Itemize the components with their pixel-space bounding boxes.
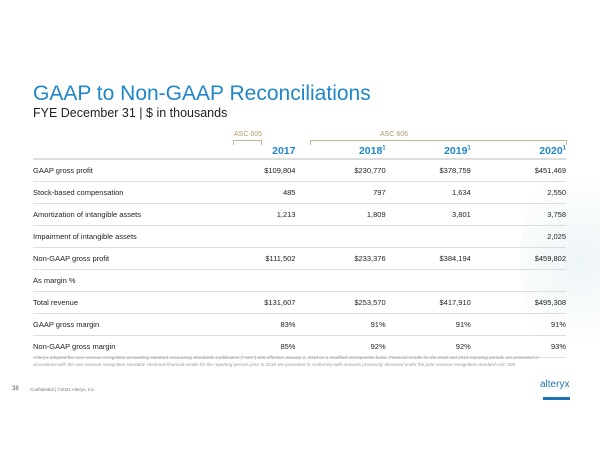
row-label: Non-GAAP gross profit (33, 247, 259, 270)
cell-value: $384,194 (385, 247, 471, 270)
row-label: Total revenue (33, 291, 259, 314)
row-label: As margin % (33, 269, 259, 292)
cell-value (385, 225, 471, 248)
confidential-notice: Confidential | ©2021 Alteryx, Inc. (30, 387, 96, 392)
row-label: Impairment of intangible assets (33, 225, 259, 248)
table-row: Stock-based compensation 485 797 1,634 2,550 (33, 181, 566, 204)
table-row: Amortization of intangible assets 1,213 1,… (33, 203, 566, 226)
cell-value: 797 (295, 181, 386, 204)
table-row: GAAP gross margin 83% 91% 91% 91% (33, 313, 566, 336)
table-row: As margin % (33, 269, 566, 292)
col-2019: 20191 (385, 143, 471, 160)
cell-value: $495,308 (470, 291, 566, 314)
table-row: Non-GAAP gross margin 85% 92% 92% 93% (33, 335, 566, 358)
cell-value (295, 269, 386, 292)
cell-value: $451,469 (470, 159, 566, 182)
row-label: GAAP gross profit (33, 159, 259, 182)
row-label: Amortization of intangible assets (33, 203, 259, 226)
cell-value: $109,804 (258, 159, 296, 182)
asc-606-label: ASC 606 (380, 131, 409, 138)
asc-605-label: ASC 605 (234, 131, 263, 138)
cell-value: 83% (258, 313, 296, 336)
cell-value: 91% (295, 313, 386, 336)
cell-value (295, 225, 386, 248)
row-label: GAAP gross margin (33, 313, 259, 336)
logo-bar (543, 397, 570, 400)
cell-value: $233,376 (295, 247, 386, 270)
asc-606-bracket (310, 140, 567, 145)
table-row: Non-GAAP gross profit $111,502 $233,376 $38… (33, 247, 566, 270)
alteryx-logo: alteryx (540, 379, 570, 390)
cell-value: 1,213 (258, 203, 296, 226)
cell-value: 91% (470, 313, 566, 336)
cell-value: 92% (295, 335, 386, 358)
row-label: Stock-based compensation (33, 181, 259, 204)
row-label: Non-GAAP gross margin (33, 335, 259, 358)
cell-value: $131,607 (258, 291, 296, 314)
footnote: ¹Alteryx adopted the new revenue recogni… (33, 355, 539, 367)
cell-value: $230,770 (295, 159, 386, 182)
cell-value: 3,801 (385, 203, 471, 226)
table-row: GAAP gross profit $109,804 $230,770 $378,75… (33, 159, 566, 182)
reconciliation-table: 2017 20181 20191 20201 GAAP gross profit… (33, 143, 566, 358)
cell-value: $417,910 (385, 291, 471, 314)
table-row: Total revenue $131,607 $253,570 $417,910 $49… (33, 291, 566, 314)
page-number: 38 (12, 386, 19, 392)
cell-value: 85% (258, 335, 296, 358)
col-2018: 20181 (295, 143, 386, 160)
cell-value: $111,502 (258, 247, 296, 270)
col-2020: 20201 (470, 143, 566, 160)
cell-value (258, 225, 296, 248)
cell-value: $253,570 (295, 291, 386, 314)
cell-value (385, 269, 471, 292)
page-title: GAAP to Non-GAAP Reconciliations (33, 82, 371, 105)
cell-value: 1,634 (385, 181, 471, 204)
cell-value: 91% (385, 313, 471, 336)
cell-value: 2,025 (470, 225, 566, 248)
cell-value: 93% (470, 335, 566, 358)
page-subtitle: FYE December 31 | $ in thousands (33, 106, 228, 120)
cell-value (470, 269, 566, 292)
cell-value: 3,758 (470, 203, 566, 226)
table-row: Impairment of intangible assets 2,025 (33, 225, 566, 248)
cell-value: 1,809 (295, 203, 386, 226)
cell-value: 485 (258, 181, 296, 204)
asc-605-bracket (233, 140, 262, 145)
cell-value: 92% (385, 335, 471, 358)
col-2017: 2017 (258, 143, 296, 160)
cell-value (258, 269, 296, 292)
cell-value: $378,759 (385, 159, 471, 182)
header-row: 2017 20181 20191 20201 (33, 143, 566, 160)
cell-value: 2,550 (470, 181, 566, 204)
cell-value: $459,802 (470, 247, 566, 270)
